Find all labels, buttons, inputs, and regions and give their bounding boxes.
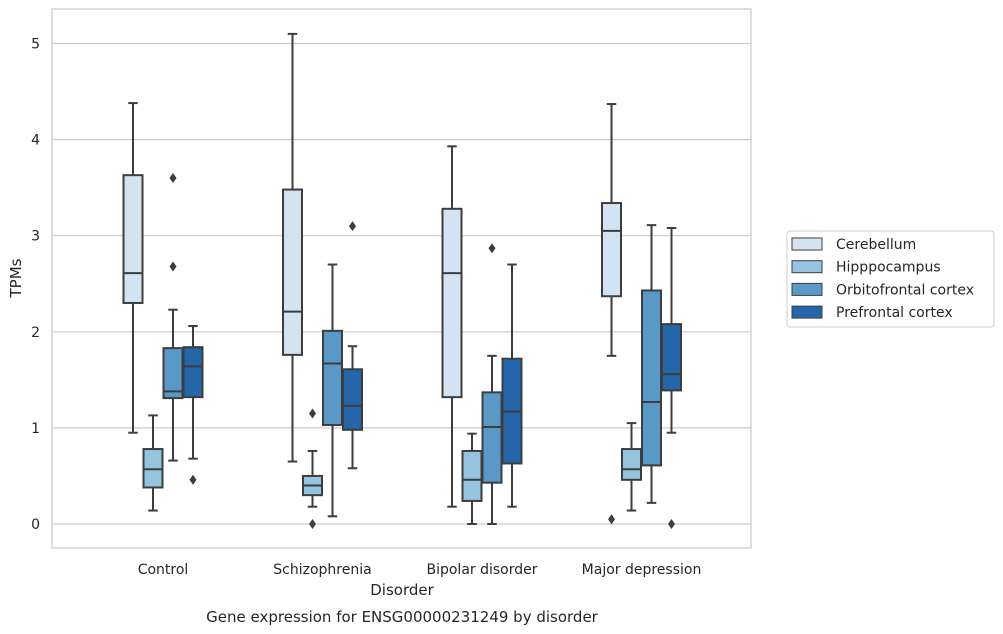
x-tick-label: Major depression — [582, 562, 702, 578]
legend-swatch — [791, 305, 823, 319]
box-iqr — [122, 174, 144, 304]
box-iqr — [342, 368, 363, 431]
box-0-0 — [122, 102, 144, 434]
outlier-point — [668, 519, 675, 529]
outlier-point — [608, 514, 615, 525]
box-2-3 — [641, 224, 662, 504]
legend-swatch — [791, 237, 823, 251]
y-tick-label: 4 — [31, 133, 40, 149]
y-tick-label: 2 — [31, 325, 40, 341]
legend-label: Hipppocampus — [836, 260, 941, 276]
outlier-point — [169, 173, 177, 184]
outlier-point — [309, 519, 316, 529]
legend: Cerebellum Hipppocampus Orbitofrontal cort… — [786, 230, 995, 328]
box-2-0 — [162, 173, 184, 462]
boxes — [122, 32, 682, 529]
y-tick-label: 0 — [31, 517, 40, 533]
box-3-0 — [182, 325, 204, 485]
legend-swatch — [791, 260, 823, 274]
outlier-point — [309, 408, 316, 419]
box-iqr — [621, 448, 642, 481]
box-3-3 — [661, 227, 682, 529]
box-2-2 — [481, 243, 503, 525]
x-axis-label: Disorder — [370, 581, 434, 599]
box-0-1 — [282, 32, 303, 463]
outlier-point — [169, 261, 177, 272]
legend-frame — [786, 230, 995, 328]
box-iqr — [641, 289, 662, 467]
x-tick-labels: Control Schizophrenia Bipolar disorder Majo… — [138, 562, 702, 578]
y-tick-label: 5 — [31, 37, 40, 53]
outlier-point — [488, 243, 496, 254]
chart-caption: Gene expression for ENSG00000231249 by d… — [206, 608, 599, 626]
legend-label: Cerebellum — [836, 237, 916, 253]
y-tick-labels: 0 1 2 3 4 5 — [31, 37, 40, 534]
x-tick-label: Control — [138, 562, 189, 578]
y-gridlines — [52, 42, 751, 525]
box-3-1 — [342, 221, 363, 470]
legend-swatch — [791, 282, 823, 296]
plot-frame — [51, 8, 752, 549]
box-iqr — [322, 329, 343, 427]
legend-label: Prefrontal cortex — [836, 305, 953, 321]
y-tick-label: 1 — [31, 421, 40, 437]
box-0-2 — [441, 145, 463, 508]
box-1-1 — [302, 408, 323, 529]
box-1-0 — [142, 414, 164, 512]
outlier-point — [349, 221, 356, 232]
box-iqr — [441, 207, 463, 399]
box-1-2 — [461, 432, 483, 525]
y-axis-label: TPMs — [7, 258, 25, 298]
legend-label: Orbitofrontal cortex — [836, 282, 974, 298]
y-tick-label: 3 — [31, 229, 40, 245]
outlier-point — [189, 474, 197, 485]
x-tick-label: Schizophrenia — [273, 562, 371, 578]
box-iqr — [461, 449, 483, 502]
box-iqr — [601, 202, 622, 298]
box-iqr — [661, 323, 682, 392]
x-tick-label: Bipolar disorder — [426, 562, 537, 578]
box-0-3 — [601, 103, 622, 525]
box-iqr — [182, 346, 204, 399]
box-1-3 — [621, 422, 642, 512]
box-iqr — [481, 391, 503, 484]
box-2-1 — [322, 263, 343, 518]
box-3-2 — [501, 263, 523, 508]
box-iqr — [282, 188, 303, 356]
